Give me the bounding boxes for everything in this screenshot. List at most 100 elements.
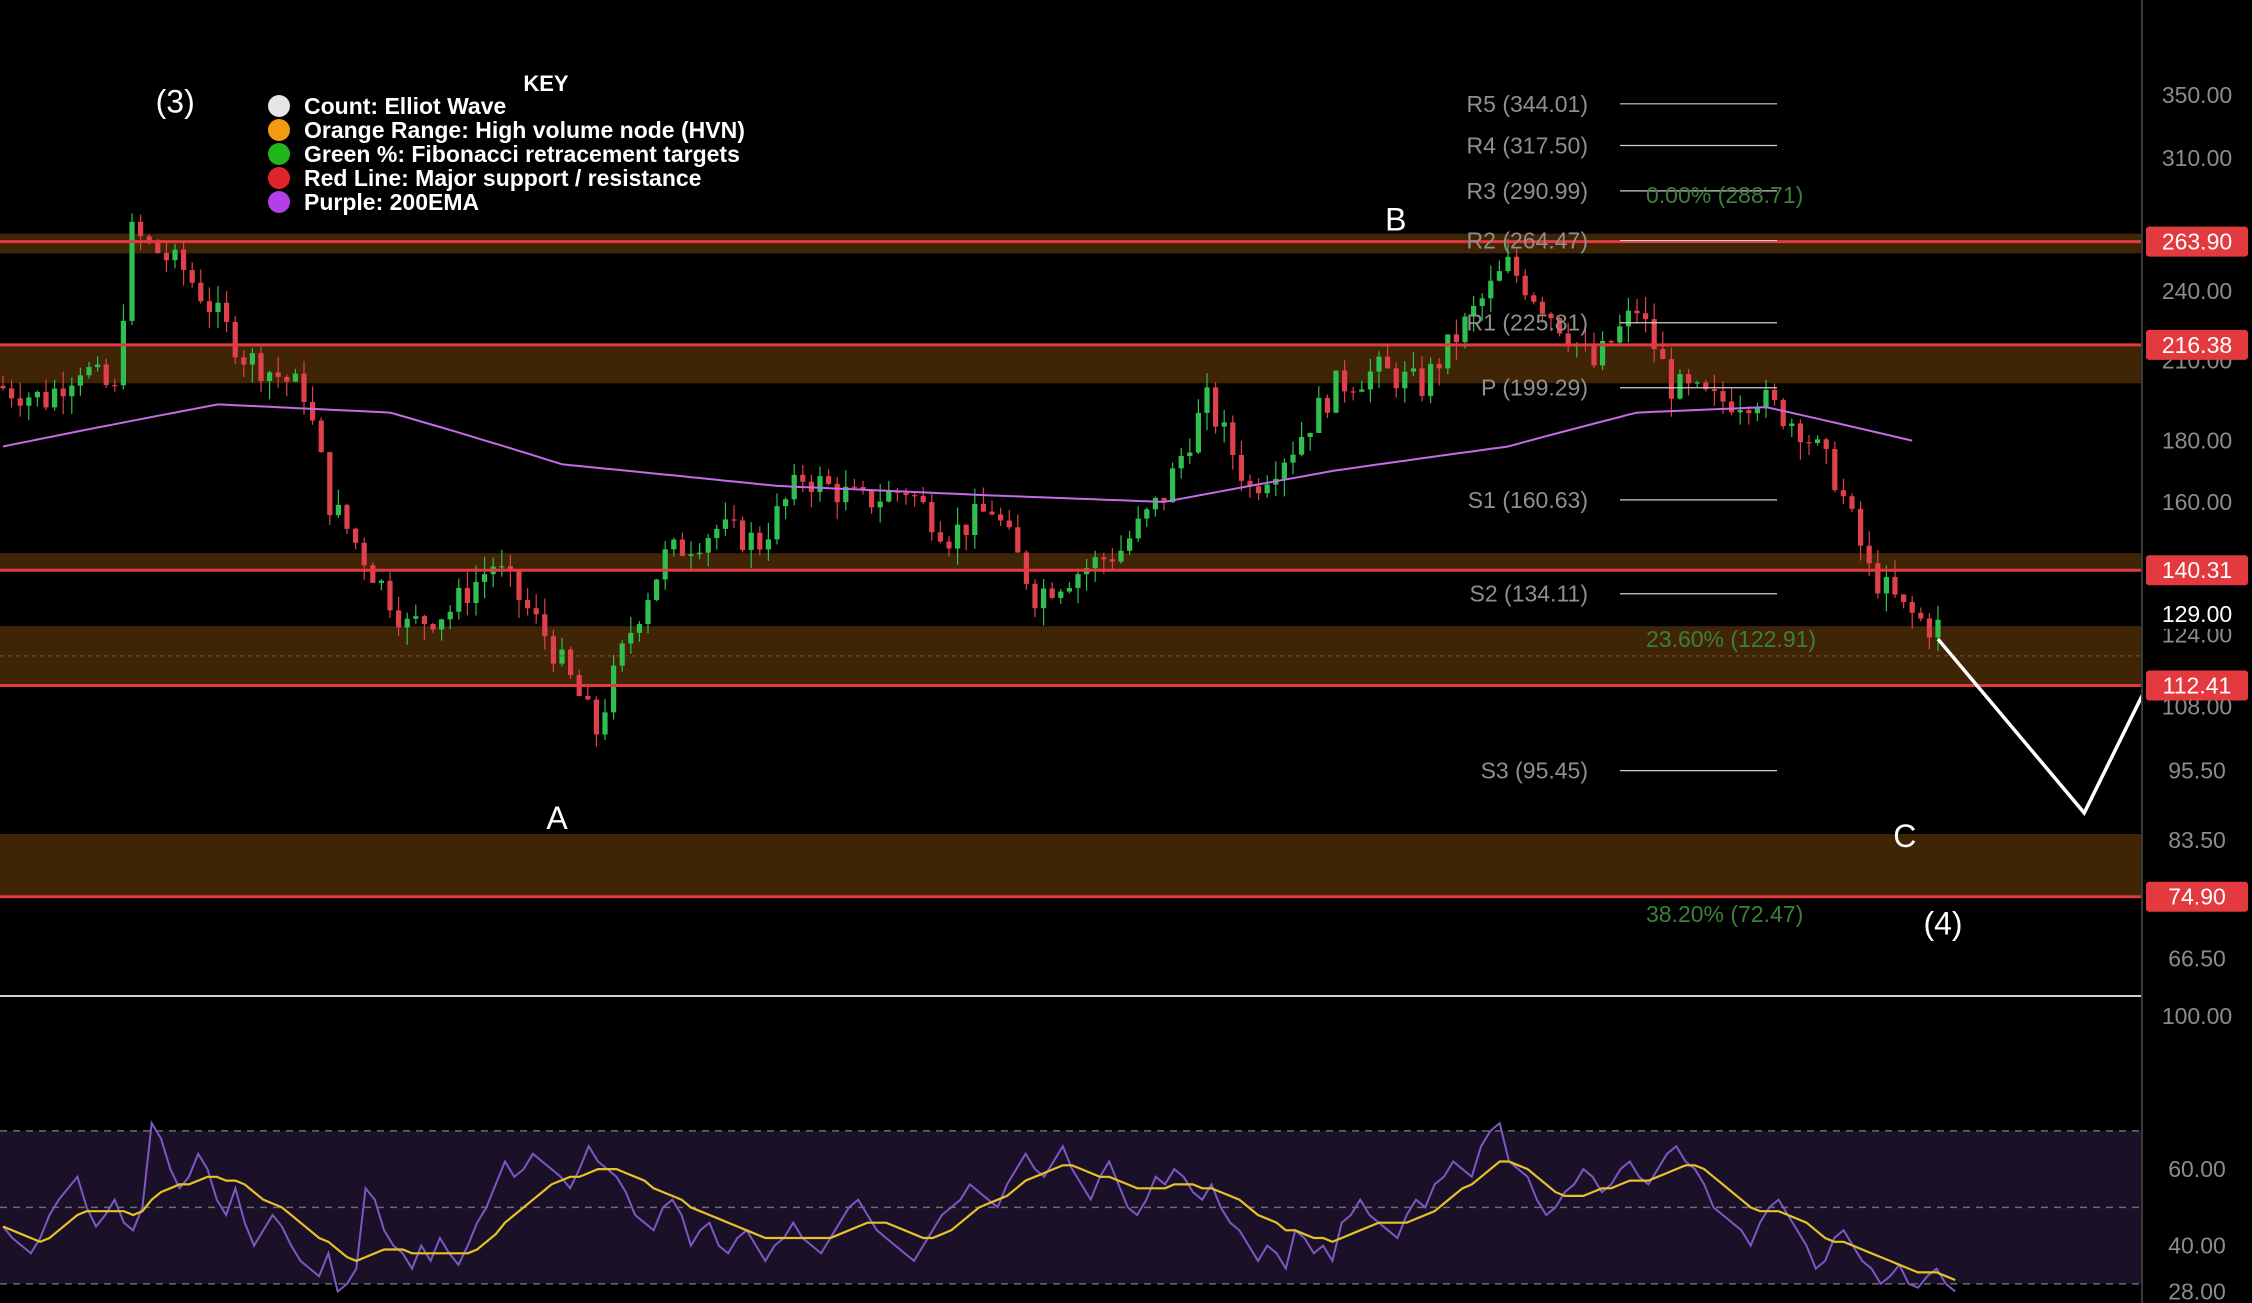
candle <box>654 578 660 602</box>
candle <box>69 377 75 414</box>
candle <box>559 637 565 667</box>
wave-label: C <box>1893 818 1916 854</box>
candle <box>396 596 402 636</box>
candle <box>1548 311 1554 331</box>
candle <box>301 360 307 415</box>
candle <box>645 592 651 634</box>
pivot-label: S1 (160.63) <box>1468 487 1588 513</box>
candle <box>972 488 978 549</box>
candle <box>1436 358 1442 386</box>
elliott-wave-labels: (3) A B C (4) <box>156 83 1963 941</box>
candle <box>103 358 109 388</box>
candle <box>413 604 419 624</box>
legend-swatch <box>268 95 290 117</box>
candle <box>783 496 789 520</box>
candle <box>688 541 694 572</box>
candle <box>1823 437 1829 465</box>
legend-item: Count: Elliot Wave <box>268 93 506 119</box>
candle <box>387 572 393 619</box>
candle <box>17 382 23 417</box>
candle <box>1256 478 1262 501</box>
hvn-zone <box>0 553 2142 571</box>
candle <box>1376 351 1382 388</box>
candle <box>163 240 169 273</box>
candle <box>834 477 840 520</box>
candle <box>826 469 832 486</box>
candle <box>1875 550 1881 599</box>
candle <box>499 549 505 577</box>
candle <box>1815 435 1821 446</box>
candle <box>860 480 866 495</box>
candle <box>1333 370 1339 414</box>
candle <box>774 493 780 545</box>
candle <box>1763 379 1769 418</box>
candle <box>0 375 6 391</box>
candle <box>1393 362 1399 398</box>
pivot-label: R5 (344.01) <box>1467 91 1588 117</box>
candle <box>525 588 531 616</box>
candle <box>181 241 187 286</box>
legend-item: Orange Range: High volume node (HVN) <box>268 117 745 143</box>
candle <box>593 696 599 747</box>
candle <box>1926 613 1932 650</box>
candle <box>482 556 488 599</box>
candle <box>370 562 376 583</box>
candle <box>1419 356 1425 402</box>
candle <box>1754 402 1760 422</box>
legend-label: Green %: Fibonacci retracement targets <box>304 141 740 167</box>
candle <box>1591 332 1597 369</box>
candle <box>1686 369 1692 396</box>
candle <box>258 346 264 392</box>
candle <box>1385 343 1391 369</box>
candle <box>1410 352 1416 376</box>
candle <box>327 451 333 526</box>
candle <box>1170 462 1176 503</box>
legend-label: Count: Elliot Wave <box>304 93 506 119</box>
pivot-label: R4 (317.50) <box>1467 133 1588 159</box>
legend-label: Red Line: Major support / resistance <box>304 165 701 191</box>
candle <box>1651 303 1657 363</box>
candle <box>1634 298 1640 324</box>
candle <box>1144 507 1150 527</box>
candle <box>869 489 875 514</box>
support-resistance-lines <box>0 240 2142 899</box>
price-axis[interactable]: 66.5083.5095.50108.00124.00160.00180.002… <box>2141 0 2252 1303</box>
candle <box>1032 579 1038 618</box>
candle <box>1324 394 1330 419</box>
candle <box>912 491 918 507</box>
candle <box>1901 594 1907 609</box>
candle <box>1677 369 1683 400</box>
oscillator-line <box>2 1120 1956 1294</box>
candle <box>1522 269 1528 300</box>
candle <box>1238 440 1244 492</box>
candle <box>1625 297 1631 343</box>
oscillator-signal-line <box>2 1160 1956 1282</box>
candle <box>1402 361 1408 403</box>
candle <box>310 386 316 425</box>
candle <box>1858 501 1864 561</box>
y-tick-label: 350.00 <box>2162 82 2232 108</box>
candle <box>989 500 995 516</box>
candle <box>1694 380 1700 388</box>
candle <box>1935 605 1941 652</box>
candle <box>980 487 986 512</box>
candle <box>447 604 453 630</box>
candle <box>1600 331 1606 370</box>
candle <box>275 356 281 388</box>
candle <box>1883 565 1889 612</box>
candle <box>52 379 58 411</box>
candlesticks <box>0 213 1941 747</box>
legend-swatch <box>268 143 290 165</box>
candle <box>1109 548 1115 570</box>
candle <box>1316 386 1322 434</box>
candle <box>1892 560 1898 598</box>
candle <box>740 516 746 553</box>
candle <box>198 269 204 304</box>
pivot-levels: R5 (344.01) R4 (317.50) R3 (290.99) R2 (264… <box>1467 91 1777 784</box>
candle <box>1668 347 1674 417</box>
legend-label: Orange Range: High volume node (HVN) <box>304 117 745 143</box>
candle <box>26 392 32 421</box>
candle <box>232 316 238 365</box>
candle <box>77 367 83 396</box>
